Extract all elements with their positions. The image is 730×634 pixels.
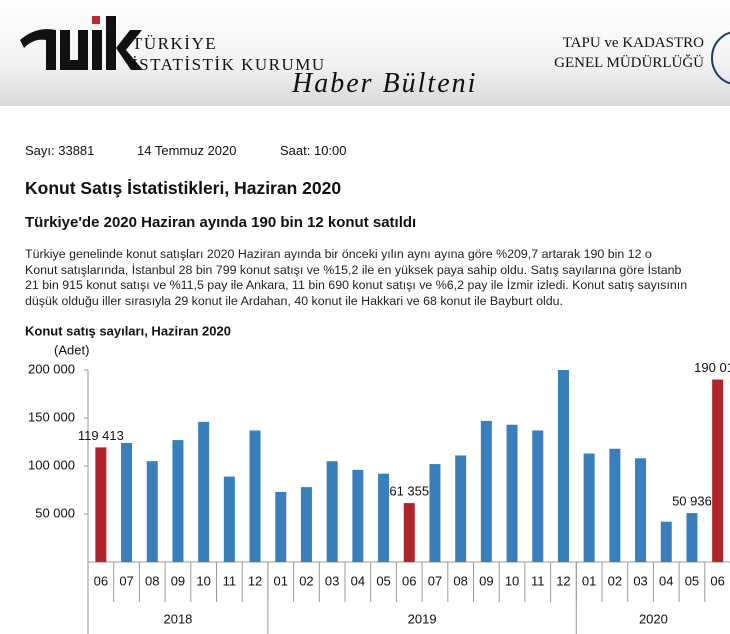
x-tick-label: 10 xyxy=(196,573,210,588)
bulletin-number: Sayı: 33881 xyxy=(25,143,95,158)
paragraph-line: Konut satışlarında, İstanbul 28 bin 799 … xyxy=(25,262,682,277)
bar xyxy=(326,461,338,562)
x-tick-label: 11 xyxy=(531,573,545,588)
paragraph-line: 21 bin 915 konut satışı ve %11,5 pay ile… xyxy=(25,278,688,292)
x-tick-label: 06 xyxy=(94,573,108,588)
x-tick-label: 08 xyxy=(145,573,159,588)
bar xyxy=(146,461,158,562)
paragraph: Türkiye genelinde konut satışları 2020 H… xyxy=(25,247,730,309)
bar xyxy=(532,430,544,562)
x-tick-label: 10 xyxy=(505,573,519,588)
x-tick-label: 08 xyxy=(453,573,467,588)
x-tick-label: 06 xyxy=(402,573,416,588)
bar xyxy=(172,440,184,562)
bar xyxy=(378,473,390,562)
y-tick-label: 200 000 xyxy=(28,361,75,376)
x-tick-label: 09 xyxy=(479,573,493,588)
value-label: 61 355 xyxy=(389,484,429,499)
x-tick-label: 03 xyxy=(633,573,647,588)
bulletin-time: Saat: 10:00 xyxy=(280,143,347,158)
bar xyxy=(480,420,492,562)
x-tick-label: 07 xyxy=(428,573,442,588)
bar xyxy=(121,442,133,562)
y-axis-label: (Adet) xyxy=(54,342,89,357)
org-name: TÜRKİYE İSTATİSTİK KURUMU xyxy=(132,33,326,75)
bar xyxy=(660,521,672,562)
y-tick-label: 150 000 xyxy=(28,409,75,424)
bar xyxy=(609,448,621,562)
x-tick-label: 05 xyxy=(685,573,699,588)
y-tick-label: 100 000 xyxy=(28,457,75,472)
bar xyxy=(635,458,647,562)
x-tick-label: 01 xyxy=(582,573,596,588)
year-label: 2019 xyxy=(408,611,437,626)
x-tick-label: 11 xyxy=(223,573,237,588)
org-line: İSTATİSTİK KURUMU xyxy=(132,55,326,74)
x-tick-label: 01 xyxy=(274,573,288,588)
bar xyxy=(686,513,698,562)
subtitle: Türkiye'de 2020 Haziran ayında 190 bin 1… xyxy=(25,214,417,231)
bar xyxy=(557,370,569,562)
year-label: 2020 xyxy=(639,611,668,626)
y-tick-label: 50 000 xyxy=(35,505,75,520)
bar xyxy=(275,491,287,562)
bar xyxy=(198,421,210,562)
year-label: 2018 xyxy=(163,611,192,626)
x-tick-label: 12 xyxy=(248,573,262,588)
org-line: TÜRKİYE xyxy=(132,34,218,53)
x-tick-label: 06 xyxy=(710,573,724,588)
bar xyxy=(300,487,312,562)
bar xyxy=(506,424,518,562)
x-tick-label: 07 xyxy=(119,573,133,588)
bar xyxy=(249,430,261,562)
bar xyxy=(352,469,364,562)
title: Konut Satış İstatistikleri, Haziran 2020 xyxy=(25,178,342,198)
partner-name: TAPU ve KADASTRO GENEL MÜDÜRLÜĞÜ xyxy=(538,33,704,73)
paragraph-line: düşük olduğu iller sırasıyla 29 konut il… xyxy=(25,293,563,308)
bar xyxy=(223,476,235,562)
bar xyxy=(455,455,467,562)
chart: Konut satış sayıları, Haziran 2020 (Adet… xyxy=(25,323,730,634)
x-tick-label: 09 xyxy=(171,573,185,588)
value-label: 190 012 xyxy=(694,360,730,375)
partner-line: GENEL MÜDÜRLÜĞÜ xyxy=(554,55,704,71)
bulletin-title: Haber Bülteni xyxy=(292,68,478,99)
bar xyxy=(403,503,415,562)
x-tick-label: 04 xyxy=(659,573,673,588)
header: TÜRKİYE İSTATİSTİK KURUMU Haber Bülteni … xyxy=(0,0,730,106)
tuik-logo xyxy=(20,16,143,70)
bar xyxy=(583,453,595,562)
chart-title: Konut satış sayıları, Haziran 2020 xyxy=(25,323,231,338)
x-tick-label: 02 xyxy=(299,573,313,588)
value-label: 50 936 xyxy=(672,494,712,509)
x-tick-label: 04 xyxy=(351,573,365,588)
bar xyxy=(95,447,107,562)
bar xyxy=(429,464,441,562)
partner-line: TAPU ve KADASTRO xyxy=(562,35,704,51)
bar xyxy=(712,379,724,562)
paragraph-line: Türkiye genelinde konut satışları 2020 H… xyxy=(25,247,652,261)
value-label: 119 413 xyxy=(78,428,124,443)
x-tick-label: 02 xyxy=(608,573,622,588)
x-tick-label: 05 xyxy=(376,573,390,588)
x-tick-label: 12 xyxy=(556,573,570,588)
partner-logo xyxy=(711,31,730,85)
x-tick-label: 03 xyxy=(325,573,339,588)
bulletin-date: 14 Temmuz 2020 xyxy=(137,143,237,158)
